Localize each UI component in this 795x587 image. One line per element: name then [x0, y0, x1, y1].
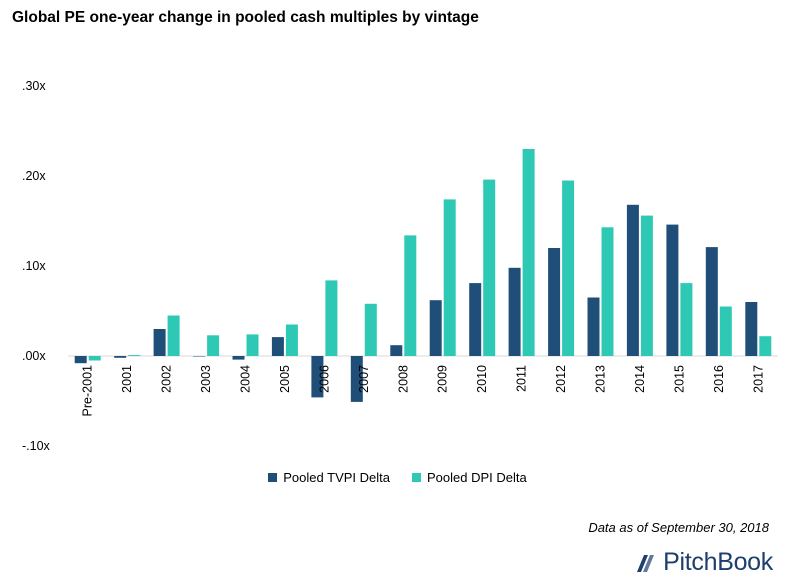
dpi-bar — [522, 149, 535, 356]
tvpi-bar — [232, 356, 245, 360]
tvpi-bar — [469, 283, 482, 356]
x-tick-label: 2012 — [554, 365, 568, 393]
dpi-bar — [404, 235, 417, 356]
x-tick-label: 2007 — [357, 365, 371, 393]
legend-swatch-dpi — [411, 473, 421, 482]
pitchbook-logo-text: PitchBook — [663, 548, 773, 576]
tvpi-bar — [508, 267, 521, 356]
chart-title: Global PE one-year change in pooled cash… — [12, 9, 479, 26]
dpi-bar — [325, 280, 338, 356]
x-tick-label: 2002 — [160, 365, 174, 393]
dpi-bar — [443, 199, 456, 356]
tvpi-bar — [705, 247, 718, 356]
dpi-bar — [88, 356, 101, 361]
dpi-bar — [719, 306, 732, 356]
y-axis-ticks: .30x .20x .10x .00x -.10x — [22, 79, 51, 453]
x-tick-label: 2009 — [436, 365, 450, 393]
x-tick-label: 2016 — [712, 365, 726, 393]
dpi-bar — [207, 335, 220, 356]
y-tick-label: .00x — [22, 349, 46, 363]
tvpi-bar — [587, 297, 600, 356]
legend: Pooled TVPI Delta Pooled DPI Delta — [0, 470, 795, 485]
tvpi-bar — [311, 356, 324, 398]
legend-label-dpi: Pooled DPI Delta — [426, 470, 527, 485]
legend-label-tvpi: Pooled TVPI Delta — [283, 470, 390, 485]
y-tick-label: .30x — [22, 79, 46, 93]
legend-item-tvpi[interactable]: Pooled TVPI Delta — [268, 470, 390, 485]
dpi-bar — [601, 227, 614, 356]
tvpi-bar — [271, 337, 284, 356]
pitchbook-logo: PitchBook — [633, 548, 773, 577]
dpi-bar — [562, 180, 575, 356]
tvpi-bar — [548, 248, 561, 356]
dpi-bar — [364, 303, 377, 356]
legend-swatch-tvpi — [268, 473, 278, 482]
x-tick-label: 2003 — [199, 365, 213, 393]
dpi-bar — [128, 355, 141, 356]
pitchbook-logo-icon — [637, 554, 655, 572]
tvpi-bar — [114, 356, 127, 358]
dpi-bar — [640, 215, 653, 356]
x-tick-label: 2005 — [278, 365, 292, 393]
x-tick-label: 2004 — [239, 365, 253, 393]
x-tick-label: 2010 — [475, 365, 489, 393]
x-tick-label: 2001 — [120, 365, 134, 393]
y-tick-label: -.10x — [22, 439, 51, 453]
tvpi-bar — [350, 356, 363, 402]
tvpi-bar — [745, 302, 758, 356]
tvpi-bar — [74, 356, 87, 364]
x-axis-ticks: Pre-2001 2001 2002 2003 2004 2005 2006 2007 2008… — [81, 365, 766, 416]
x-tick-label: 2006 — [317, 365, 331, 393]
x-tick-label: 2011 — [515, 365, 529, 392]
tvpi-bar — [429, 300, 442, 356]
series-dpi-bars — [88, 149, 772, 361]
x-tick-label: 2013 — [594, 365, 608, 393]
dpi-bar — [483, 179, 496, 356]
tvpi-bar — [666, 224, 679, 356]
tvpi-bar — [626, 204, 639, 356]
dpi-bar — [246, 334, 259, 356]
dpi-bar — [285, 324, 298, 356]
tvpi-bar — [390, 345, 403, 356]
dpi-bar — [167, 315, 180, 356]
dpi-bar — [680, 283, 693, 356]
y-tick-label: .20x — [22, 169, 46, 183]
legend-item-dpi[interactable]: Pooled DPI Delta — [411, 470, 527, 485]
x-tick-label: 2015 — [672, 365, 686, 393]
y-tick-label: .10x — [22, 259, 46, 273]
dpi-bar — [759, 336, 772, 356]
tvpi-bar — [153, 329, 166, 356]
tvpi-bar — [193, 356, 206, 357]
series-tvpi-bars — [74, 204, 758, 402]
data-date-note: Data as of September 30, 2018 — [588, 520, 769, 535]
x-tick-label: 2014 — [633, 365, 647, 393]
x-tick-label: Pre-2001 — [81, 365, 95, 416]
x-tick-label: 2008 — [396, 365, 410, 393]
x-tick-label: 2017 — [751, 365, 765, 393]
